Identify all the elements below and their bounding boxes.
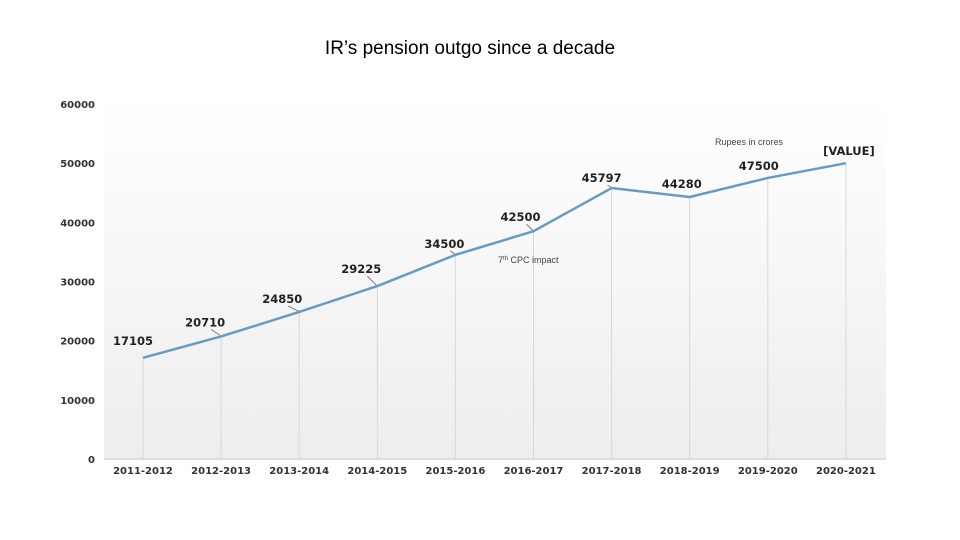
x-tick-label-8: 2019-2020 — [738, 466, 798, 477]
x-tick-label-6: 2017-2018 — [582, 466, 642, 477]
data-label-8: 47500 — [739, 159, 779, 173]
x-tick-label-1: 2012-2013 — [191, 466, 251, 477]
label-leader-5 — [526, 223, 533, 231]
chart-title: IR’s pension outgo since a decade — [324, 38, 616, 59]
label-leader-6 — [607, 184, 611, 188]
y-tick-label-1: 10000 — [60, 396, 95, 407]
label-leader-2 — [288, 305, 299, 312]
data-label-0: 17105 — [113, 334, 153, 348]
y-tick-label-0: 0 — [88, 455, 95, 466]
data-label-2: 24850 — [262, 292, 302, 306]
x-tick-label-7: 2018-2019 — [660, 466, 720, 477]
plot-background — [104, 100, 886, 460]
label-leader-3 — [367, 275, 377, 286]
data-label-3: 29225 — [341, 262, 381, 276]
data-label-1: 20710 — [185, 315, 225, 329]
data-label-5: 42500 — [500, 210, 540, 224]
cpc-annotation: 7th CPC impact — [498, 255, 559, 265]
y-tick-label-6: 60000 — [60, 100, 95, 111]
y-tick-label-4: 40000 — [60, 218, 95, 229]
data-label-6: 45797 — [582, 171, 622, 185]
x-tick-label-0: 2011-2012 — [113, 466, 173, 477]
label-leader-1 — [210, 329, 221, 336]
data-label-9: [VALUE] — [823, 144, 875, 158]
data-label-4: 34500 — [424, 237, 464, 251]
x-tick-label-4: 2015-2016 — [425, 466, 485, 477]
x-tick-label-2: 2013-2014 — [269, 466, 329, 477]
data-label-7: 44280 — [662, 177, 702, 191]
series-line — [142, 161, 847, 360]
x-tick-label-5: 2016-2017 — [504, 466, 564, 477]
y-tick-label-2: 20000 — [60, 337, 95, 348]
y-tick-label-5: 50000 — [60, 159, 95, 170]
x-tick-label-3: 2014-2015 — [347, 466, 407, 477]
label-leader-4 — [450, 250, 455, 255]
units-annotation: Rupees in crores — [715, 137, 784, 147]
x-tick-label-9: 2020-2021 — [816, 466, 876, 477]
y-tick-label-3: 30000 — [60, 278, 95, 289]
